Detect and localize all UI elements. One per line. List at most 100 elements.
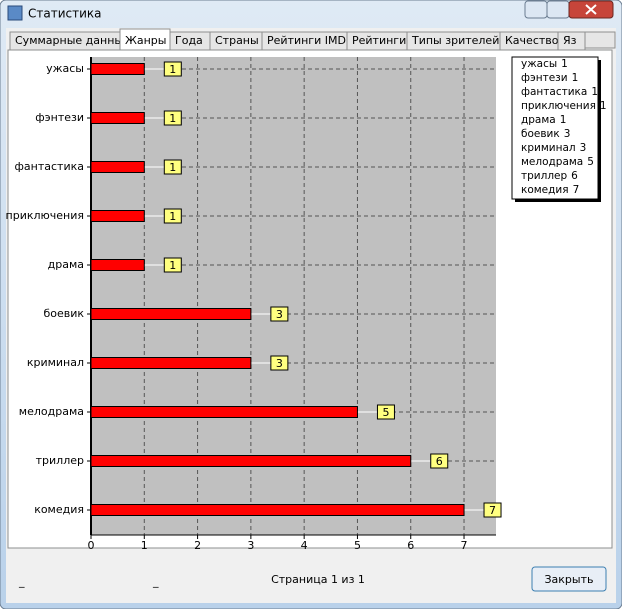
y-tick-label: криминал — [27, 356, 84, 369]
value-label-box — [376, 404, 395, 420]
tab-label: Качество — [505, 34, 559, 47]
value-label-box — [483, 502, 502, 518]
legend-entry: триллер 6 — [521, 170, 578, 182]
legend-value: 1 — [560, 114, 567, 126]
value-label-box — [163, 110, 182, 126]
legend-entry: криминал 3 — [521, 142, 586, 154]
maximize-button[interactable] — [546, 0, 570, 19]
window-controls[interactable] — [524, 0, 614, 19]
value-label: 1 — [169, 210, 176, 223]
bar — [90, 161, 145, 173]
legend-name: приключения — [521, 100, 596, 112]
bar — [90, 504, 465, 516]
legend-value: 5 — [587, 156, 594, 168]
app-icon — [7, 5, 23, 21]
legend-name: фэнтези — [521, 72, 568, 84]
bar — [90, 210, 145, 222]
x-tick-label: 2 — [194, 539, 201, 552]
minimize-button[interactable] — [524, 0, 548, 19]
value-label: 1 — [169, 259, 176, 272]
legend-name: триллер — [521, 170, 567, 182]
value-label-box — [163, 257, 182, 273]
y-tick-label: боевик — [43, 307, 84, 320]
chart: 0 1 2 3 4 5 6 7 ужасы 1 фэнтези 1 фантастика 1 приключ… — [6, 57, 502, 552]
bar — [90, 406, 358, 418]
legend-value: 1 — [561, 58, 568, 70]
x-tick-label: 3 — [247, 539, 254, 552]
x-tick-label: 0 — [88, 539, 95, 552]
x-tick-label: 7 — [461, 539, 468, 552]
legend-entry: фантастика 1 — [521, 86, 598, 98]
y-tick-label: приключения — [6, 209, 84, 222]
legend-entry: боевик 3 — [521, 128, 570, 140]
legend-entry: драма 1 — [521, 114, 566, 126]
bar — [90, 357, 252, 369]
legend-entry: комедия 7 — [521, 184, 579, 196]
tab-label: Типы зрителей — [411, 34, 499, 47]
legend-value: 1 — [572, 72, 579, 84]
close-icon — [585, 4, 597, 15]
legend-value: 1 — [600, 100, 607, 112]
y-tick-label: фантастика — [15, 160, 84, 173]
tab-label: Яз — [563, 34, 577, 47]
value-label-box — [163, 61, 182, 77]
bar — [90, 455, 412, 467]
value-label-box — [163, 159, 182, 175]
value-label: 3 — [276, 308, 283, 321]
value-label-box — [270, 355, 289, 371]
legend-entry: мелодрама 5 — [521, 156, 594, 168]
legend-name: боевик — [521, 128, 560, 140]
x-tick-label: 4 — [301, 539, 308, 552]
value-label: 1 — [169, 112, 176, 125]
tab-label: Жанры — [125, 34, 166, 47]
legend-value: 3 — [580, 142, 587, 154]
value-label: 6 — [436, 455, 443, 468]
value-label: 3 — [276, 357, 283, 370]
legend-entry: фэнтези 1 — [521, 72, 578, 84]
status-mark: _ — [152, 575, 159, 588]
x-tick-label: 1 — [141, 539, 148, 552]
y-tick-label: мелодрама — [19, 405, 84, 418]
value-label: 7 — [489, 504, 496, 517]
tab-label: Суммарные данные — [15, 34, 130, 47]
legend-name: криминал — [521, 142, 576, 154]
y-tick-label: комедия — [34, 503, 84, 516]
value-label: 1 — [169, 161, 176, 174]
value-label: 5 — [382, 406, 389, 419]
value-label-box — [270, 306, 289, 322]
legend — [511, 56, 599, 200]
x-tick-label: 6 — [407, 539, 414, 552]
tab-label: Рейтинги — [352, 34, 406, 47]
tab-label: Страны — [215, 34, 259, 47]
tab-label: Рейтинги IMDB — [267, 34, 353, 47]
y-tick-label: фэнтези — [35, 111, 84, 124]
legend-name: ужасы — [521, 58, 557, 70]
bar — [90, 63, 145, 75]
y-tick-label: триллер — [36, 454, 84, 467]
bar — [90, 308, 252, 320]
tab-scroll — [584, 31, 616, 49]
legend-name: драма — [521, 114, 556, 126]
legend-value: 1 — [591, 86, 598, 98]
x-tick-label: 5 — [354, 539, 361, 552]
legend-name: мелодрама — [521, 156, 583, 168]
bar — [90, 112, 145, 124]
close-dialog-label: Закрыть — [545, 573, 594, 586]
status-mark: _ — [18, 575, 25, 588]
page-indicator: Страница 1 из 1 — [271, 573, 365, 586]
close-dialog-button[interactable] — [531, 566, 607, 592]
legend-name: фантастика — [521, 86, 587, 98]
legend-value: 3 — [564, 128, 571, 140]
y-tick-label: ужасы — [46, 62, 84, 75]
window-title: Статистика — [28, 7, 102, 21]
y-tick-label: драма — [48, 258, 84, 271]
legend-entry: приключения 1 — [521, 100, 607, 112]
value-label: 1 — [169, 63, 176, 76]
value-label-box — [163, 208, 182, 224]
legend-entry: ужасы 1 — [521, 58, 568, 70]
value-label-box — [430, 453, 449, 469]
legend-value: 7 — [573, 184, 580, 196]
